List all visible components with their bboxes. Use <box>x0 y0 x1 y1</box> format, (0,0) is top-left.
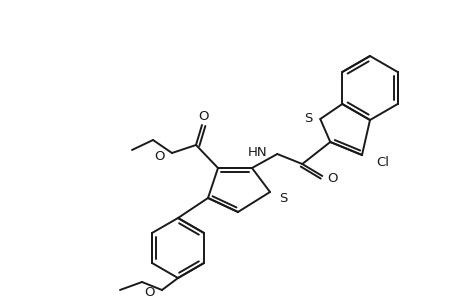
Text: O: O <box>198 110 209 124</box>
Text: HN: HN <box>247 146 267 158</box>
Text: O: O <box>326 172 337 185</box>
Text: O: O <box>144 286 155 299</box>
Text: O: O <box>154 151 165 164</box>
Text: S: S <box>279 193 287 206</box>
Text: Cl: Cl <box>375 157 388 169</box>
Text: S: S <box>303 112 312 125</box>
